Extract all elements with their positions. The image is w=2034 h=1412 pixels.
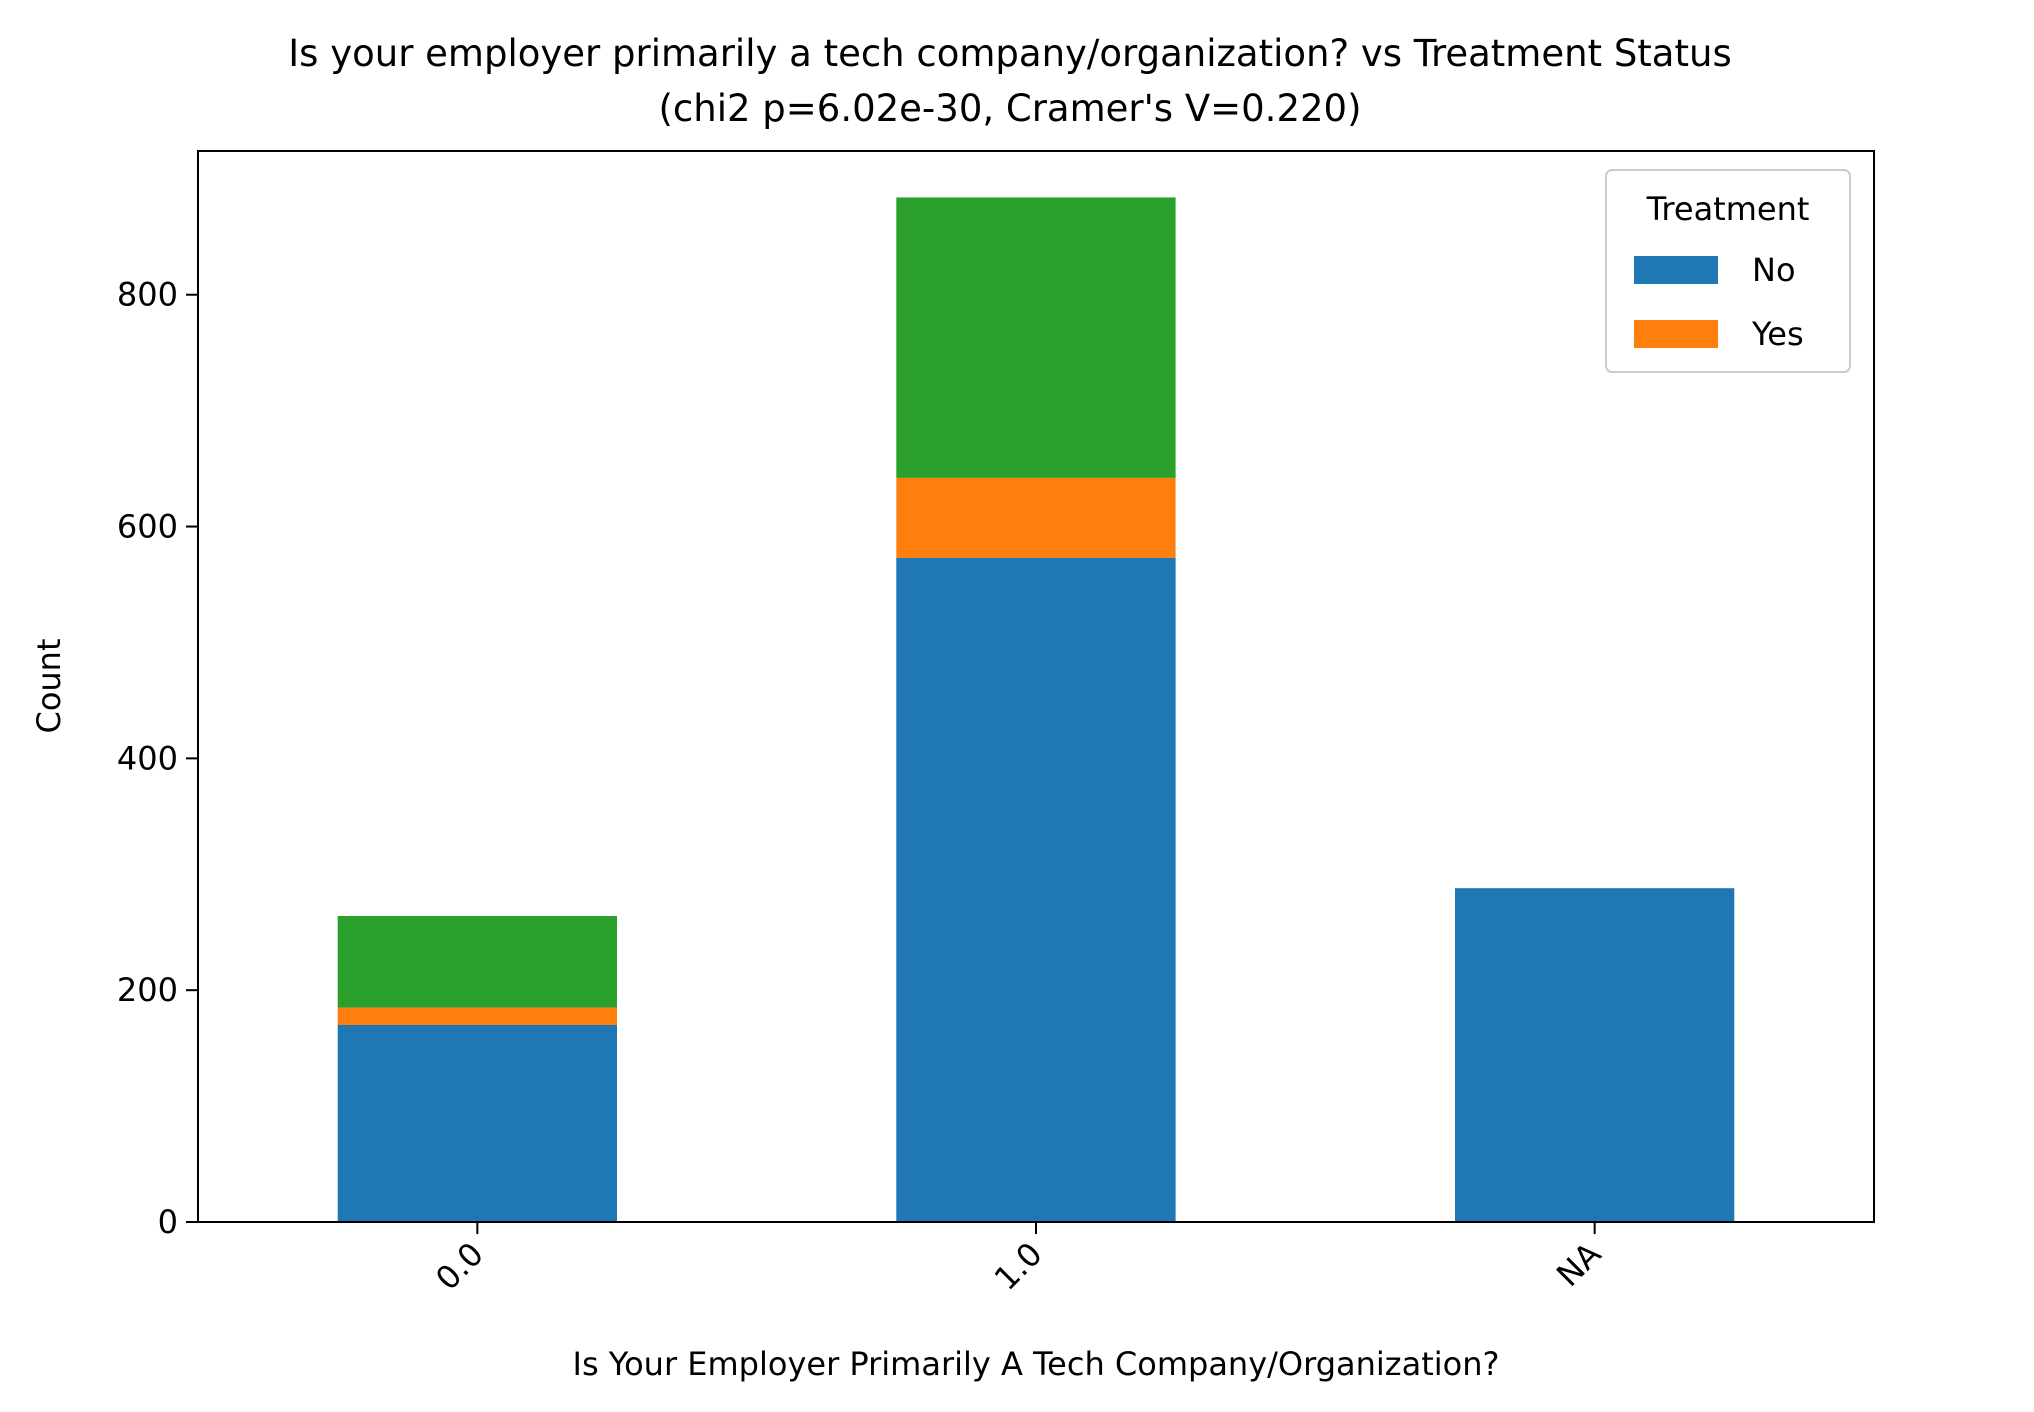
bar-0-0-series-0 [337,1025,617,1222]
legend-swatch-no [1634,256,1718,284]
y-tick-label: 800 [117,276,178,314]
y-tick-label: 600 [117,508,178,546]
bar-0-0-series-2 [337,916,617,1008]
legend-swatch-yes [1634,320,1718,348]
bar-0-0-series-1 [337,1007,617,1025]
y-axis: 0 200 400 600 800 [117,276,198,1241]
legend: Treatment No Yes [1605,169,1851,373]
y-axis-label: Count [30,638,68,733]
y-tick-label: 200 [117,971,178,1009]
chart-subtitle: (chi2 p=6.02e-30, Cramer's V=0.220) [658,87,1361,130]
bar-1-0-series-1 [896,477,1176,558]
bar-1-0-series-2 [896,197,1176,478]
bar-1-0-series-0 [896,557,1176,1222]
y-tick-label: 400 [117,739,178,777]
x-axis-label: Is Your Employer Primarily A Tech Compan… [573,1345,1500,1383]
chart-title: Is your employer primarily a tech compan… [288,32,1731,75]
bars-layer [337,197,1735,1222]
legend-label-yes: Yes [1751,315,1804,353]
y-tick-label: 0 [158,1203,178,1241]
bar-na-series-0 [1455,888,1735,1222]
legend-label-no: No [1752,251,1796,289]
plot-frame [197,150,1875,1223]
legend-title: Treatment [1646,190,1810,228]
